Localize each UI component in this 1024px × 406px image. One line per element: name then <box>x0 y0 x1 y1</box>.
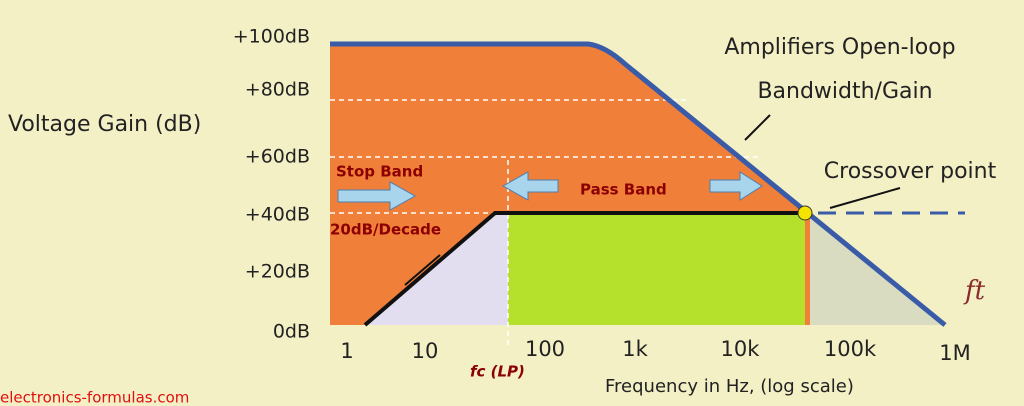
pass-band-area <box>508 213 805 325</box>
fc-label: fc (LP) <box>470 363 525 381</box>
y-label: +80dB <box>245 79 310 101</box>
arrows <box>337 171 763 211</box>
x-label: 100 <box>525 337 565 361</box>
stop-band-area <box>365 213 508 325</box>
y-label: +100dB <box>233 26 310 48</box>
open-loop-line <box>330 41 947 327</box>
x-axis-label: Frequency in Hz, (log scale) <box>605 376 854 397</box>
y-label: +60dB <box>245 146 310 168</box>
crossover-point <box>797 205 813 221</box>
y-label: 0dB <box>273 321 310 343</box>
title: Amplifiers Open-loop <box>724 35 955 60</box>
x-label: 1 <box>340 339 353 363</box>
x-label: 10k <box>721 337 761 361</box>
x-label: 1k <box>622 337 648 361</box>
x-label: 10 <box>412 339 439 363</box>
y-label: +40dB <box>245 204 310 226</box>
x-label: 100k <box>824 337 877 361</box>
guide-lines <box>330 99 760 345</box>
crossover-label: Crossover point <box>824 159 997 184</box>
closed-loop-line <box>363 211 805 327</box>
y-label: +20dB <box>245 261 310 283</box>
credit: electronics-formulas.com <box>0 389 189 406</box>
x-label: 1M <box>939 341 970 365</box>
title-pointer <box>744 114 771 141</box>
stop-band-label: Stop Band <box>336 163 423 181</box>
slope-pointer <box>404 254 441 286</box>
title: Bandwidth/Gain <box>757 79 932 104</box>
pass-band-label: Pass Band <box>580 181 667 199</box>
crossover-pointer <box>829 187 901 209</box>
slope-label: 20dB/Decade <box>330 221 441 239</box>
y-axis-label: Voltage Gain (dB) <box>8 112 201 137</box>
ft-label: ft <box>963 276 986 306</box>
